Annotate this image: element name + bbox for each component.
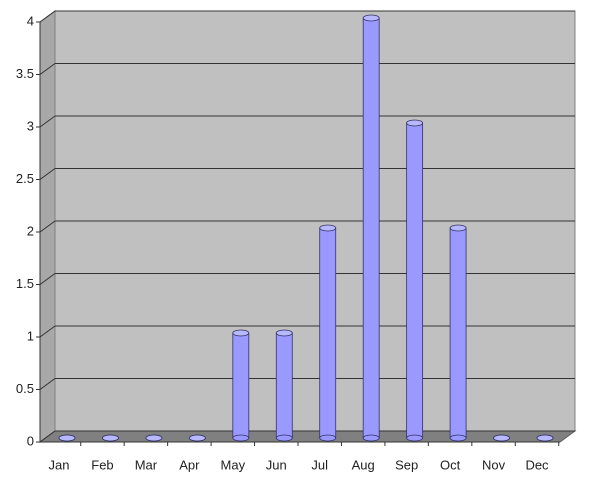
y-tick-label: 2 (27, 223, 34, 238)
x-tick-label: May (221, 457, 246, 472)
y-tick-label: 0.5 (16, 381, 34, 396)
y-tick-label: 3.5 (16, 66, 34, 81)
bar-top (493, 434, 510, 442)
bar-base (232, 434, 250, 442)
x-tick-label: Oct (440, 457, 461, 472)
bar (406, 122, 424, 439)
x-tick-label: Jul (311, 457, 328, 472)
bar (319, 227, 337, 439)
bar-top (536, 434, 554, 442)
bar (232, 332, 250, 439)
bar-base (449, 434, 467, 442)
bar-base (406, 434, 424, 442)
x-tick-label: Dec (525, 457, 549, 472)
bar-top (449, 224, 467, 232)
grid-line-side (39, 220, 56, 233)
x-tick-label: Sep (395, 457, 418, 472)
bar (362, 17, 380, 439)
grid-line-side (39, 10, 56, 23)
bar-top (102, 434, 119, 442)
bar-top (188, 434, 206, 442)
x-tick-label: Feb (91, 457, 113, 472)
grid-line-side (39, 115, 56, 128)
grid-line-side (39, 63, 56, 75)
x-tick-label: Mar (135, 457, 158, 472)
y-tick-label: 1 (27, 328, 34, 343)
bar-top (406, 119, 424, 127)
bar-top (58, 434, 76, 442)
x-tick-label: Apr (179, 457, 200, 472)
x-tick-label: Jun (266, 457, 287, 472)
bar-base (275, 434, 293, 442)
grid-line-side (39, 378, 56, 390)
bar-top (145, 434, 163, 442)
bar-base (362, 434, 380, 442)
bar-top (232, 329, 250, 337)
grid-line-side (39, 430, 56, 443)
x-tick-label: Aug (352, 457, 375, 472)
bar-top (362, 14, 380, 22)
bar-top (275, 329, 293, 337)
y-tick-label: 2.5 (16, 171, 34, 186)
bar-top (319, 224, 337, 232)
bar (449, 227, 467, 439)
y-tick-label: 1.5 (16, 276, 34, 291)
grid-line-side (39, 325, 56, 338)
y-tick-label: 3 (27, 118, 34, 133)
bar-base (319, 434, 337, 442)
x-tick-label: Jan (49, 457, 70, 472)
bar (275, 332, 293, 439)
grid-line-side (39, 168, 56, 180)
y-tick-label: 0 (27, 433, 34, 448)
grid-line-side (39, 273, 56, 285)
y-tick-label: 4 (27, 13, 34, 28)
x-tick-label: Nov (482, 457, 506, 472)
